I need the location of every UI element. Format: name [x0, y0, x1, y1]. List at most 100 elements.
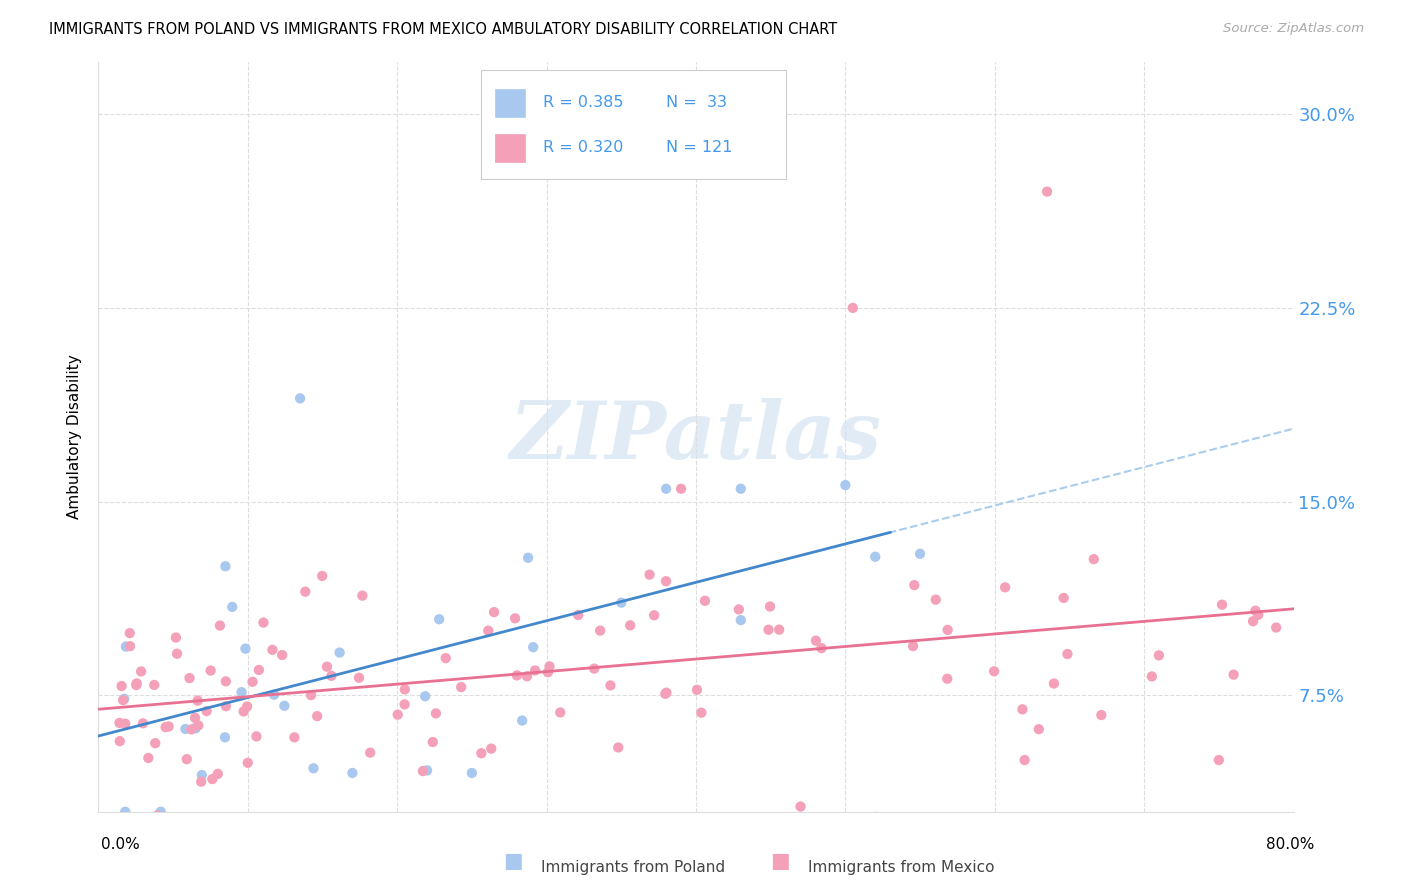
Point — [231, 685, 253, 699]
Point — [537, 665, 560, 680]
Point — [215, 674, 238, 689]
Text: ■: ■ — [503, 851, 523, 871]
Text: 0.0%: 0.0% — [101, 838, 141, 852]
Point — [1208, 753, 1230, 767]
Point — [730, 613, 752, 627]
Text: 80.0%: 80.0% — [1267, 838, 1315, 852]
Point — [132, 716, 155, 731]
Point — [1053, 591, 1076, 605]
Point — [146, 808, 169, 822]
Text: ZIPatlas: ZIPatlas — [510, 399, 882, 475]
Point — [548, 706, 571, 720]
Point — [184, 711, 207, 725]
Point — [184, 721, 207, 735]
Point — [112, 691, 135, 706]
Point — [510, 714, 533, 728]
Point — [316, 659, 339, 673]
Point — [232, 705, 254, 719]
Point — [247, 663, 270, 677]
Point — [901, 639, 924, 653]
Point — [294, 584, 316, 599]
Point — [1056, 647, 1078, 661]
Point — [690, 706, 713, 720]
Point — [599, 678, 621, 692]
Point — [567, 608, 589, 623]
Point — [221, 599, 243, 614]
Bar — [495, 134, 524, 162]
Point — [479, 741, 502, 756]
Point — [200, 664, 222, 678]
Point — [394, 682, 416, 697]
Point — [865, 810, 887, 824]
Text: R = 0.320: R = 0.320 — [543, 140, 623, 155]
Point — [342, 766, 364, 780]
Point — [450, 680, 472, 694]
Point — [983, 665, 1005, 679]
Point — [180, 723, 202, 737]
Text: Immigrants from Poland: Immigrants from Poland — [541, 860, 725, 874]
Point — [422, 735, 444, 749]
Point — [129, 665, 152, 679]
Point — [517, 550, 540, 565]
Point — [482, 605, 505, 619]
Point — [638, 567, 661, 582]
Point — [643, 608, 665, 623]
Point — [522, 640, 544, 655]
Point — [842, 301, 865, 315]
Text: ■: ■ — [770, 851, 790, 871]
Point — [516, 669, 538, 683]
Point — [174, 722, 197, 736]
Point — [758, 623, 780, 637]
Point — [166, 647, 188, 661]
Point — [157, 719, 180, 733]
Point — [506, 668, 529, 682]
Point — [190, 774, 212, 789]
Point — [583, 662, 606, 676]
Point — [1211, 598, 1233, 612]
Text: IMMIGRANTS FROM POLAND VS IMMIGRANTS FROM MEXICO AMBULATORY DISABILITY CORRELATI: IMMIGRANTS FROM POLAND VS IMMIGRANTS FRO… — [49, 22, 838, 37]
Point — [686, 682, 709, 697]
Point — [115, 640, 138, 654]
Point — [299, 688, 322, 702]
Point — [1083, 552, 1105, 566]
Point — [118, 626, 141, 640]
Point — [138, 751, 160, 765]
Point — [387, 707, 409, 722]
Point — [302, 761, 325, 775]
Point — [925, 592, 948, 607]
Point — [865, 549, 887, 564]
Point — [125, 676, 148, 690]
Point — [201, 772, 224, 786]
Point — [1265, 621, 1288, 635]
Y-axis label: Ambulatory Disability: Ambulatory Disability — [67, 355, 83, 519]
Point — [730, 482, 752, 496]
Point — [804, 633, 827, 648]
Bar — [495, 88, 524, 117]
Point — [693, 594, 716, 608]
Point — [187, 718, 209, 732]
Point — [114, 716, 136, 731]
Point — [1014, 753, 1036, 767]
Text: N =  33: N = 33 — [666, 95, 727, 111]
Point — [283, 731, 305, 745]
Point — [1140, 669, 1163, 683]
Point — [727, 602, 749, 616]
Point — [810, 641, 832, 656]
Point — [655, 574, 678, 589]
Point — [288, 392, 311, 406]
Point — [936, 623, 959, 637]
Point — [461, 766, 484, 780]
Point — [1090, 708, 1112, 723]
Point — [416, 764, 439, 778]
Point — [321, 669, 343, 683]
Point — [311, 569, 333, 583]
Point — [655, 482, 678, 496]
Point — [242, 674, 264, 689]
Point — [1028, 722, 1050, 736]
Point — [207, 767, 229, 781]
Point — [1244, 604, 1267, 618]
Point — [1222, 667, 1244, 681]
Point — [184, 721, 207, 735]
Point — [214, 559, 236, 574]
Point — [252, 615, 274, 630]
